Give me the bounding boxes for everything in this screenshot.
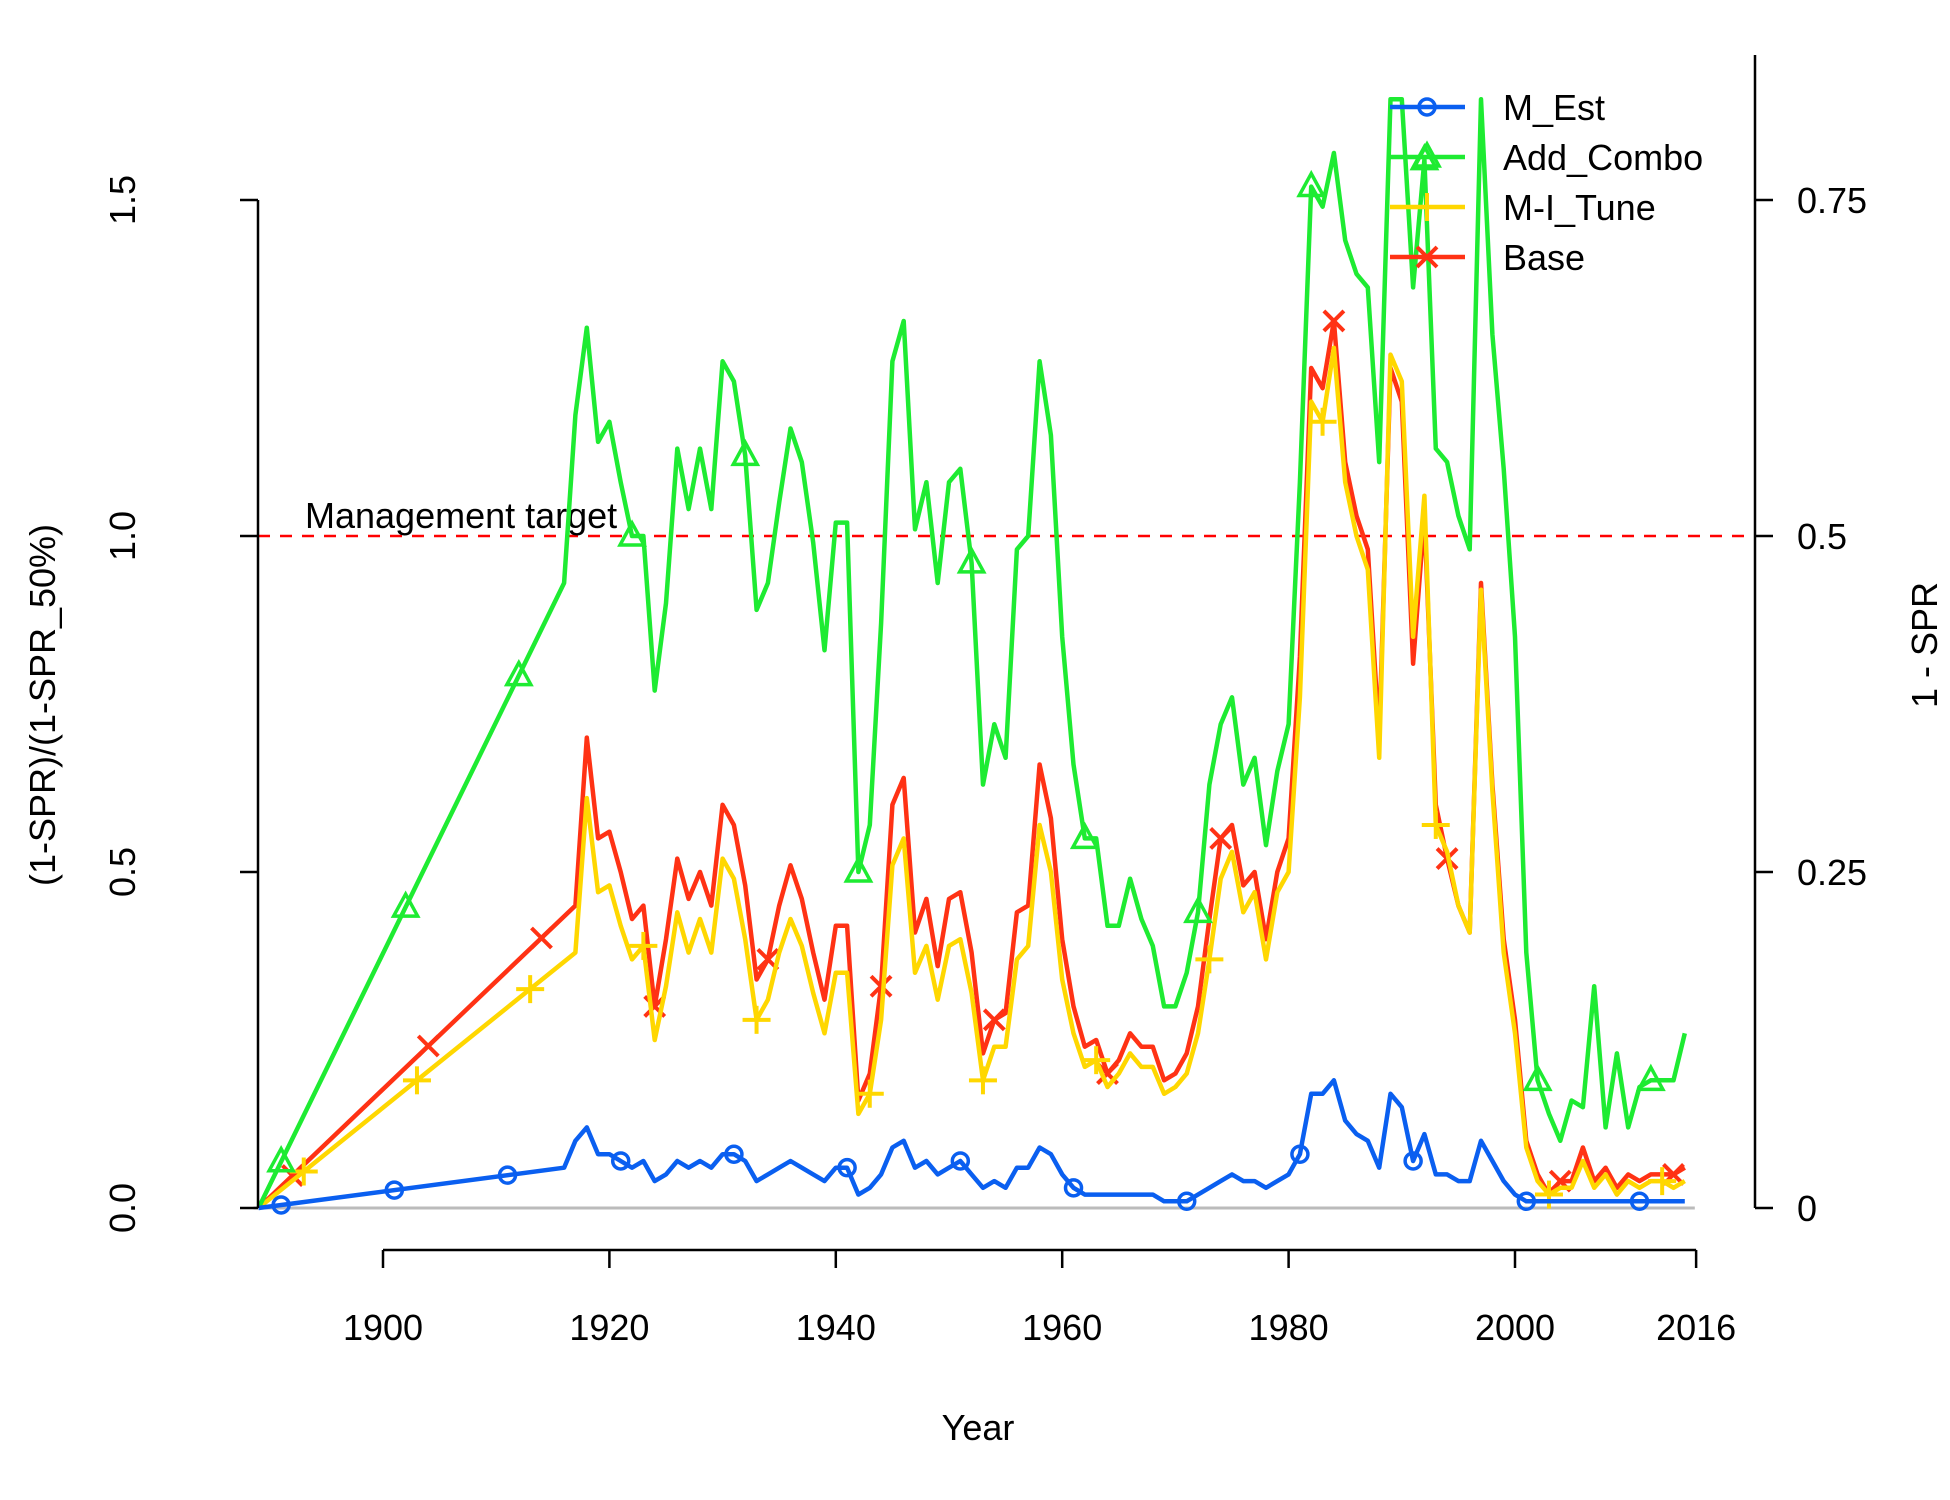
marker-m-i-tune — [1195, 945, 1224, 974]
legend: M_Est Add_Combo M-I_Tune Base — [1390, 87, 1703, 278]
y-axis-right-title: 1 - SPR — [1904, 582, 1945, 708]
marker-base — [281, 1164, 304, 1188]
marker-m-est — [271, 1195, 291, 1215]
legend-label: Base — [1503, 237, 1585, 278]
marker-m-est — [724, 1144, 744, 1164]
marker-m-est — [1629, 1191, 1650, 1212]
marker-m-est — [950, 1151, 971, 1171]
series-line-add-combo — [256, 96, 1687, 1209]
marker-m-i-tune — [1534, 1180, 1563, 1209]
series-m-est — [258, 1078, 1685, 1215]
series-m-i-tune — [257, 345, 1686, 1210]
x-tick-label: 1960 — [1022, 1307, 1102, 1348]
marker-m-i-tune — [516, 975, 545, 1004]
marker-base — [1209, 826, 1233, 850]
legend-item-base: Base — [1390, 237, 1585, 278]
marker-add-combo — [390, 890, 421, 918]
legend-marker-base — [1415, 245, 1439, 269]
legend-item-m-est: M_Est — [1390, 87, 1605, 128]
marker-m-est — [497, 1165, 518, 1185]
marker-m-est — [1516, 1191, 1537, 1212]
marker-base — [982, 1008, 1006, 1032]
marker-m-i-tune — [1648, 1167, 1677, 1196]
y-axis-title: (1-SPR)/(1-SPR_50%) — [22, 524, 63, 886]
series-add-combo — [256, 96, 1687, 1209]
marker-m-est — [1403, 1151, 1423, 1171]
marker-base — [416, 1034, 440, 1058]
management-target-label: Management target — [305, 495, 617, 536]
marker-m-i-tune — [742, 1005, 771, 1034]
marker-m-est — [1063, 1178, 1084, 1198]
marker-add-combo — [956, 546, 987, 574]
y-right-tick-label: 0 — [1797, 1188, 1817, 1229]
y-tick-label: 0.5 — [102, 847, 143, 897]
marker-add-combo — [266, 1145, 297, 1173]
legend-item-m-i-tune: M-I_Tune — [1390, 187, 1656, 228]
marker-m-i-tune — [1308, 407, 1337, 436]
x-tick-label: 2000 — [1475, 1307, 1555, 1348]
marker-add-combo — [1296, 169, 1327, 198]
marker-m-est — [1176, 1191, 1197, 1212]
marker-m-i-tune — [968, 1066, 997, 1095]
series-line-m-i-tune — [257, 345, 1686, 1210]
x-tick-label: 1900 — [343, 1307, 423, 1348]
x-tick-label: 2016 — [1656, 1307, 1736, 1348]
x-tick-label: 1980 — [1249, 1307, 1329, 1348]
legend-label: Add_Combo — [1503, 137, 1703, 178]
y-right-tick-label: 0.5 — [1797, 516, 1847, 557]
marker-m-est — [837, 1157, 857, 1178]
marker-m-est — [384, 1180, 405, 1200]
axes-layer: 0.0 0.5 1.0 1.5 0 0.25 0.5 0.75 1900 1920 1940 1960… — [102, 55, 1867, 1348]
legend-item-add-combo: Add_Combo — [1390, 137, 1703, 178]
marker-m-i-tune — [402, 1066, 431, 1095]
y-tick-label: 1.0 — [102, 511, 143, 561]
x-tick-label: 1940 — [796, 1307, 876, 1348]
marker-add-combo — [1069, 821, 1100, 850]
legend-marker-m-est — [1417, 97, 1437, 117]
legend-label: M_Est — [1503, 87, 1605, 128]
x-tick-label: 1920 — [569, 1307, 649, 1348]
series-layer — [256, 96, 1687, 1215]
marker-add-combo — [503, 658, 534, 687]
marker-add-combo — [843, 855, 874, 883]
legend-label: M-I_Tune — [1503, 187, 1656, 228]
marker-m-i-tune — [1421, 810, 1450, 839]
x-axis-title: Year — [942, 1407, 1015, 1448]
marker-base — [1322, 309, 1346, 333]
legend-marker-add-combo — [1412, 140, 1442, 168]
marker-m-est — [610, 1151, 631, 1171]
marker-m-i-tune — [629, 931, 658, 960]
y-right-tick-label: 0.75 — [1797, 180, 1867, 221]
marker-add-combo — [730, 438, 761, 467]
marker-add-combo — [1183, 895, 1213, 924]
marker-add-combo — [1522, 1063, 1553, 1092]
y-right-tick-label: 0.25 — [1797, 852, 1867, 893]
marker-add-combo — [617, 519, 647, 547]
legend-marker-m-i-tune — [1413, 193, 1441, 221]
marker-base — [869, 974, 893, 998]
marker-base — [530, 926, 553, 950]
marker-m-i-tune — [1082, 1046, 1111, 1075]
marker-add-combo — [1635, 1063, 1666, 1092]
marker-m-i-tune — [855, 1079, 884, 1108]
marker-m-est — [1290, 1144, 1310, 1164]
y-tick-label: 1.5 — [102, 175, 143, 225]
y-tick-label: 0.0 — [102, 1183, 143, 1233]
